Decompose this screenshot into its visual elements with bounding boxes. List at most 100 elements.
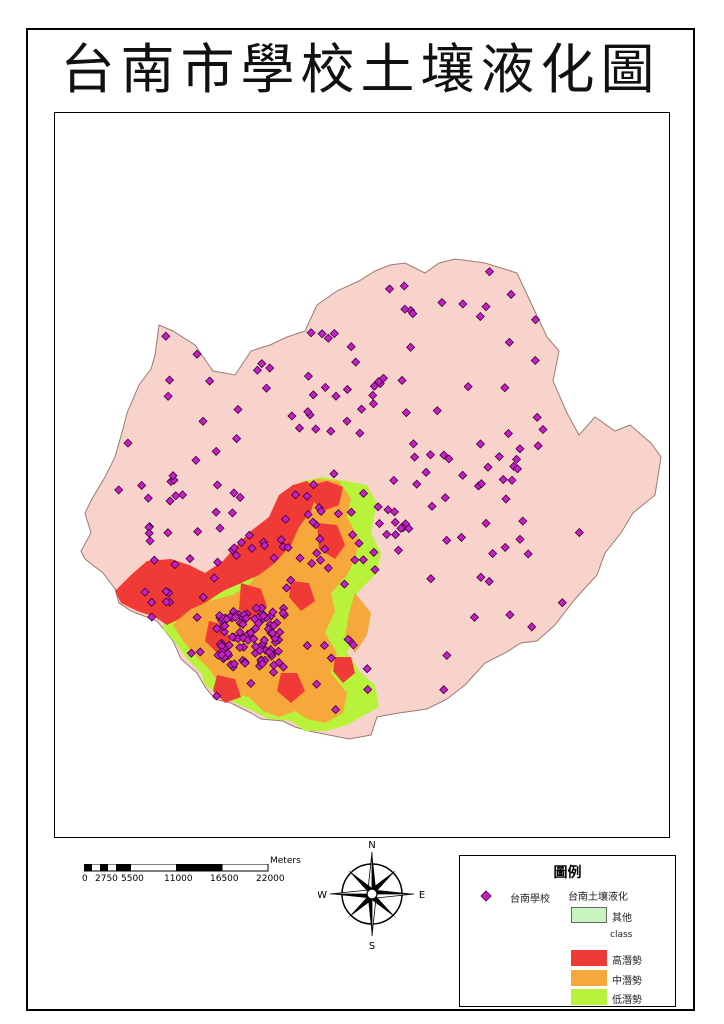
school-point[interactable] xyxy=(389,475,399,485)
school-point[interactable] xyxy=(163,391,173,401)
school-point[interactable] xyxy=(257,359,267,369)
school-point[interactable] xyxy=(227,632,237,642)
school-point[interactable] xyxy=(358,488,369,498)
school-point[interactable] xyxy=(192,349,202,359)
school-point[interactable] xyxy=(233,404,243,415)
school-point[interactable] xyxy=(494,452,504,462)
school-point[interactable] xyxy=(400,304,410,314)
school-point[interactable] xyxy=(475,439,486,449)
school-point[interactable] xyxy=(303,371,313,381)
school-point[interactable] xyxy=(212,624,222,634)
school-point[interactable] xyxy=(488,548,498,559)
school-point[interactable] xyxy=(425,450,436,460)
school-point[interactable] xyxy=(235,492,245,502)
school-point[interactable] xyxy=(238,619,248,629)
school-point[interactable] xyxy=(383,505,393,515)
school-point[interactable] xyxy=(518,516,528,526)
school-point[interactable] xyxy=(235,627,245,637)
school-point[interactable] xyxy=(278,662,288,672)
school-point[interactable] xyxy=(261,383,272,393)
school-point[interactable] xyxy=(205,376,215,386)
school-point[interactable] xyxy=(404,523,414,534)
school-point[interactable] xyxy=(469,612,480,622)
school-point[interactable] xyxy=(283,543,293,553)
school-point[interactable] xyxy=(408,309,418,319)
school-point[interactable] xyxy=(329,469,339,479)
school-point[interactable] xyxy=(358,555,368,565)
school-point[interactable] xyxy=(512,454,522,464)
school-point[interactable] xyxy=(258,611,268,621)
school-point[interactable] xyxy=(503,428,513,439)
school-point[interactable] xyxy=(222,614,232,624)
school-point[interactable] xyxy=(439,685,449,695)
school-point[interactable] xyxy=(247,543,257,553)
school-point[interactable] xyxy=(147,612,157,622)
school-point[interactable] xyxy=(232,434,242,444)
school-point[interactable] xyxy=(504,337,514,347)
school-point[interactable] xyxy=(186,648,196,658)
school-point[interactable] xyxy=(368,390,378,400)
school-point[interactable] xyxy=(303,407,313,417)
school-point[interactable] xyxy=(347,530,358,540)
school-point[interactable] xyxy=(557,598,567,608)
school-point[interactable] xyxy=(427,501,437,511)
school-point[interactable] xyxy=(268,607,278,617)
school-point[interactable] xyxy=(198,416,208,426)
school-point[interactable] xyxy=(315,555,326,565)
school-point[interactable] xyxy=(192,612,202,622)
school-point[interactable] xyxy=(507,475,517,485)
school-point[interactable] xyxy=(481,302,491,312)
school-point[interactable] xyxy=(342,384,352,395)
school-point[interactable] xyxy=(165,496,175,506)
school-point[interactable] xyxy=(481,518,491,528)
school-point[interactable] xyxy=(384,284,395,294)
school-point[interactable] xyxy=(171,491,181,501)
school-point[interactable] xyxy=(346,342,356,352)
school-point[interactable] xyxy=(231,550,242,561)
school-point[interactable] xyxy=(149,555,159,565)
school-point[interactable] xyxy=(268,628,278,638)
school-point[interactable] xyxy=(442,650,452,660)
school-point[interactable] xyxy=(227,508,238,518)
school-point[interactable] xyxy=(368,399,379,409)
school-point[interactable] xyxy=(348,640,358,650)
school-point[interactable] xyxy=(498,474,508,485)
school-point[interactable] xyxy=(215,523,225,533)
school-point[interactable] xyxy=(500,542,510,552)
school-point[interactable] xyxy=(170,560,180,570)
school-point[interactable] xyxy=(249,634,259,644)
school-point[interactable] xyxy=(230,612,240,622)
school-point[interactable] xyxy=(164,375,175,385)
school-point[interactable] xyxy=(412,479,422,489)
school-point[interactable] xyxy=(442,535,452,545)
school-point[interactable] xyxy=(269,660,279,670)
school-point[interactable] xyxy=(257,659,267,669)
school-point[interactable] xyxy=(515,444,525,454)
school-point[interactable] xyxy=(302,640,312,651)
school-point[interactable] xyxy=(147,597,157,607)
school-point[interactable] xyxy=(276,535,286,545)
school-point[interactable] xyxy=(265,363,275,373)
school-point[interactable] xyxy=(246,628,256,638)
school-point[interactable] xyxy=(303,509,313,520)
school-point[interactable] xyxy=(140,587,150,597)
school-point[interactable] xyxy=(264,647,274,657)
school-point[interactable] xyxy=(355,428,365,438)
school-point[interactable] xyxy=(397,375,407,385)
school-point[interactable] xyxy=(224,640,234,650)
school-point[interactable] xyxy=(421,467,431,477)
school-point[interactable] xyxy=(178,490,188,500)
school-point[interactable] xyxy=(137,480,147,491)
school-point[interactable] xyxy=(193,527,203,537)
school-point[interactable] xyxy=(311,424,321,434)
school-point[interactable] xyxy=(351,357,361,367)
school-point[interactable] xyxy=(342,416,352,426)
school-point[interactable] xyxy=(374,518,384,529)
school-point[interactable] xyxy=(331,391,341,401)
school-point[interactable] xyxy=(456,532,466,542)
school-point[interactable] xyxy=(255,645,265,656)
school-point[interactable] xyxy=(241,613,251,623)
school-point[interactable] xyxy=(390,530,401,540)
school-point[interactable] xyxy=(217,650,227,660)
school-point[interactable] xyxy=(378,373,389,383)
